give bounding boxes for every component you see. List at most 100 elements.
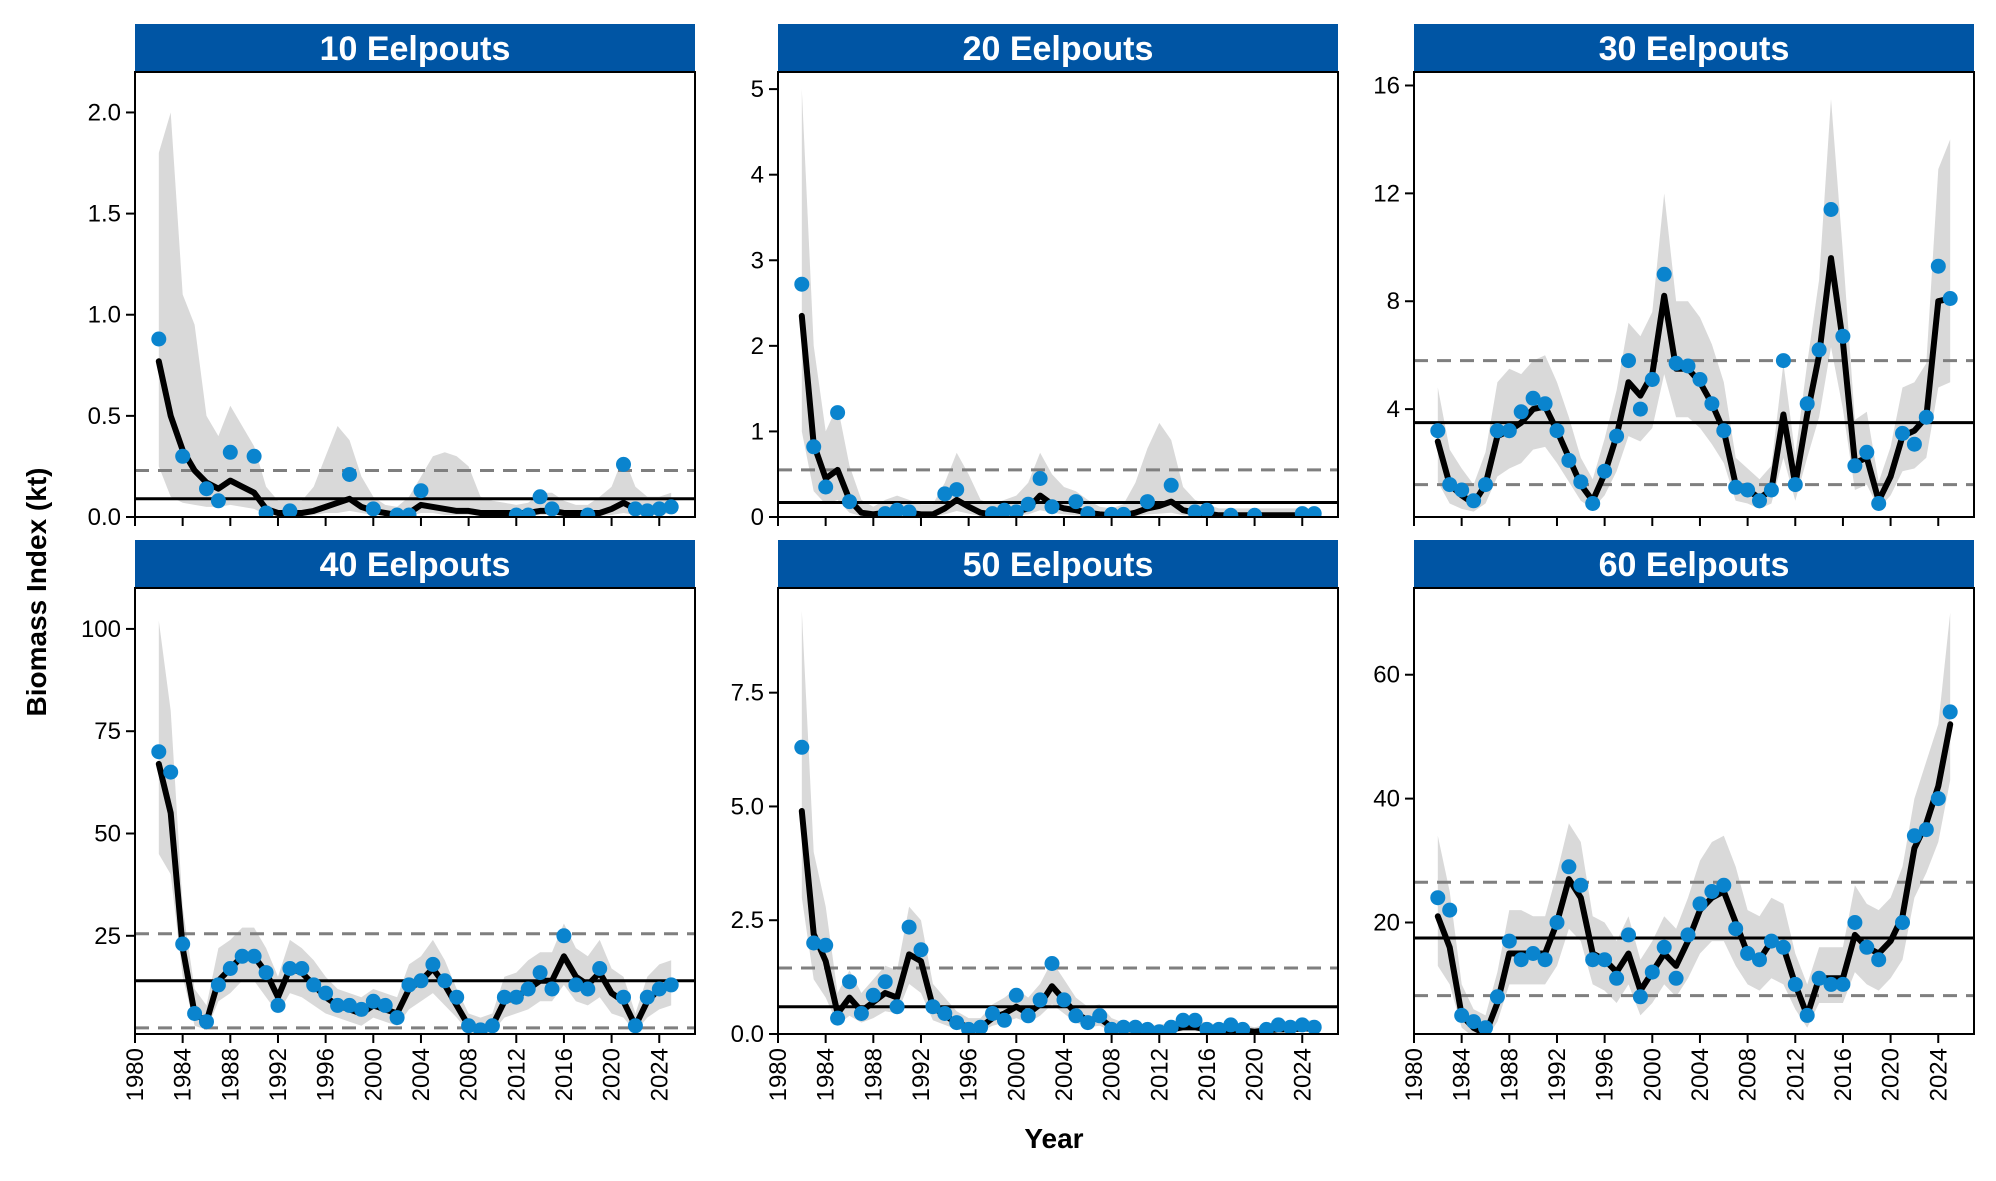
x-tick-label: 2020 <box>1878 1048 1905 1101</box>
confidence-ribbon <box>1437 99 1951 512</box>
observed-point <box>1859 444 1875 460</box>
observed-point <box>401 507 417 517</box>
observed-point <box>437 973 453 989</box>
observed-point <box>294 961 310 976</box>
observed-point <box>496 989 512 1005</box>
observed-point <box>1835 976 1851 992</box>
observed-point <box>270 997 286 1013</box>
y-tick-label: 20 <box>1373 910 1400 937</box>
observed-point <box>1525 390 1541 406</box>
x-tick-label: 2012 <box>1782 1048 1809 1101</box>
observed-point <box>616 989 631 1005</box>
observed-point <box>1175 1012 1191 1028</box>
observed-point <box>580 981 596 997</box>
plot-area <box>1414 99 1974 512</box>
observed-point <box>1763 482 1779 498</box>
observed-point <box>1799 1007 1815 1023</box>
observed-point <box>794 739 810 755</box>
observed-point <box>413 973 429 989</box>
observed-point <box>1454 482 1470 498</box>
observed-point <box>1116 506 1131 517</box>
observed-point <box>1513 404 1529 420</box>
observed-point <box>1561 452 1577 468</box>
panel-border <box>134 587 696 1035</box>
observed-point <box>1871 952 1887 968</box>
facet-strip <box>135 540 695 588</box>
observed-point <box>1585 952 1601 968</box>
x-tick-label: 1988 <box>217 1048 244 1101</box>
x-tick-label: 2020 <box>599 1048 626 1101</box>
observed-point <box>913 942 929 958</box>
observed-point <box>401 977 417 993</box>
x-tick-label: 1980 <box>765 1048 792 1101</box>
facet-strip <box>778 24 1338 72</box>
observed-point <box>1573 877 1589 893</box>
observed-point <box>1704 396 1720 412</box>
facet-strip <box>1414 540 1974 588</box>
y-tick-label: 75 <box>94 718 121 745</box>
observed-point <box>1235 1021 1251 1034</box>
observed-point <box>1442 477 1458 493</box>
panel-5: 50 Eelpouts 0.0 2.5 5.0 7.5 1980 1984 1988 1992 1… <box>731 540 1339 1101</box>
observed-point <box>318 985 334 1001</box>
confidence-ribbon <box>158 112 672 517</box>
observed-point <box>187 1006 203 1021</box>
x-tick-label: 2024 <box>1925 1048 1952 1101</box>
observed-point <box>1716 423 1732 439</box>
observed-point <box>1835 328 1851 344</box>
x-tick-label: 2024 <box>1289 1048 1316 1101</box>
observed-point <box>1871 496 1887 511</box>
observed-point <box>544 981 560 997</box>
observed-point <box>1895 915 1910 930</box>
observed-point <box>651 501 667 517</box>
observed-point <box>1549 915 1565 930</box>
observed-point <box>151 331 167 347</box>
observed-point <box>532 965 548 981</box>
observed-point <box>961 1021 977 1034</box>
observed-point <box>901 504 917 517</box>
observed-point <box>1294 506 1310 517</box>
observed-point <box>639 503 655 517</box>
observed-point <box>1680 358 1696 374</box>
observed-point <box>342 467 357 482</box>
observed-point <box>830 405 846 421</box>
observed-point <box>818 479 834 495</box>
x-tick-label: 2008 <box>1099 1048 1126 1101</box>
observed-point <box>996 502 1012 517</box>
y-tick-label: 1.5 <box>88 201 121 228</box>
observed-point <box>389 1010 405 1026</box>
observed-point <box>1573 474 1589 490</box>
observed-point <box>1728 479 1744 495</box>
x-tick-label: 2000 <box>360 1048 387 1101</box>
observed-point <box>1525 946 1541 961</box>
x-tick-label: 2000 <box>1003 1048 1030 1101</box>
observed-point <box>330 997 346 1013</box>
x-tick-label: 1980 <box>122 1048 149 1101</box>
x-tick-label: 2020 <box>1242 1048 1269 1101</box>
observed-point <box>1020 496 1036 512</box>
observed-point <box>1187 1012 1203 1028</box>
observed-point <box>246 448 262 464</box>
observed-point <box>663 499 679 515</box>
y-tick-label: 100 <box>81 616 121 643</box>
observed-point <box>794 276 810 292</box>
observed-point <box>568 977 584 993</box>
observed-point <box>1259 1021 1274 1034</box>
x-tick-label: 1992 <box>265 1048 292 1101</box>
observed-point <box>1513 952 1529 968</box>
y-tick-label: 5 <box>751 76 764 103</box>
observed-point <box>1104 506 1120 517</box>
observed-point <box>1442 902 1458 918</box>
observed-point <box>1668 970 1684 986</box>
x-tick-label: 1984 <box>813 1048 840 1101</box>
observed-point <box>1906 436 1922 452</box>
observed-point <box>1823 202 1839 217</box>
y-tick-label: 1 <box>751 418 764 445</box>
y-tick-label: 4 <box>1387 396 1400 423</box>
observed-point <box>1080 506 1096 517</box>
x-tick-label: 2012 <box>503 1048 530 1101</box>
observed-point <box>1716 877 1732 893</box>
observed-point <box>651 981 667 997</box>
observed-point <box>556 928 572 944</box>
